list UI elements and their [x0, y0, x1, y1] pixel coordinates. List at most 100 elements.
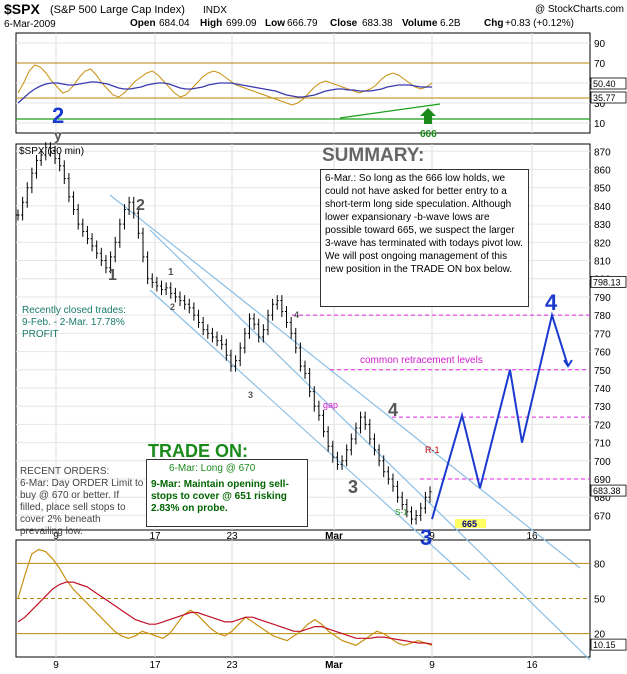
top-last-value-box — [590, 91, 627, 104]
wave-label: 3 — [248, 390, 253, 400]
top-wave-label: 2 — [52, 103, 64, 128]
wave-label: 1 — [108, 267, 117, 284]
price-y-tick-label: 680 — [594, 493, 611, 504]
price-y-tick-label: 850 — [594, 184, 611, 195]
bottom-y-tick-label: 80 — [594, 559, 606, 570]
price-y-tick-label: 730 — [594, 402, 611, 413]
top-last-value-box — [590, 77, 627, 90]
wave-label: 2 — [136, 197, 145, 214]
low-value: 666.79 — [287, 18, 318, 29]
wave-label: 1 — [168, 267, 174, 278]
common-retracement-label: common retracement levels — [360, 355, 483, 366]
price-last-value-box — [590, 484, 627, 497]
open-value: 684.04 — [159, 18, 190, 29]
high-value: 699.09 — [226, 18, 257, 29]
chart-exchange: INDX — [203, 5, 227, 16]
open-label: Open — [130, 18, 156, 29]
axis-layer: 9917172323MarMar991616870860850840830820… — [53, 39, 627, 671]
price-x-tick-label: 17 — [149, 531, 161, 542]
chg-label: Chg — [484, 18, 503, 29]
price-y-tick-label: 820 — [594, 238, 611, 249]
up-arrow-icon — [420, 108, 436, 124]
price-x-tick-label: 9 — [429, 531, 435, 542]
channel-upper-line — [109, 194, 581, 569]
wave-projection-line — [431, 311, 569, 520]
high-label: High — [200, 18, 222, 29]
bottom-x-tick-label: 9 — [53, 660, 59, 671]
wave-label: 4 — [294, 310, 299, 320]
low-label: Low — [265, 18, 285, 29]
s1-label: S-1 — [395, 508, 408, 517]
closed-trades-title: Recently closed trades: — [22, 305, 126, 316]
top-oscillator-series — [17, 81, 432, 104]
close-value: 683.38 — [362, 18, 393, 29]
top-last-value-label: 50.40 — [593, 79, 616, 89]
summary-box: 6-Mar.: So long as the 666 low holds, we… — [320, 169, 529, 307]
price-y-tick-label: 780 — [594, 311, 611, 322]
volume-value: 6.2B — [440, 18, 461, 29]
price-x-tick-label: 9 — [53, 531, 59, 542]
wave-label: 3 — [348, 477, 358, 497]
closed-trades: Recently closed trades: 9-Feb. - 2-Mar. … — [22, 305, 162, 341]
level-666-label: 666 — [420, 129, 437, 140]
level-665-label: 665 — [462, 519, 477, 529]
price-y-tick-label: 810 — [594, 257, 611, 268]
stockcharts-watermark: @ StockCharts.com — [535, 4, 624, 15]
recent-orders-text: 6-Mar: Day ORDER Limit to buy @ 670 or b… — [20, 478, 144, 537]
price-y-tick-label: 790 — [594, 293, 611, 304]
volume-label: Volume — [402, 18, 438, 29]
trade-on-line1: 6-Mar: Long @ 670 — [169, 463, 256, 474]
gap-label: gap — [323, 400, 338, 410]
price-y-tick-label: 870 — [594, 147, 611, 158]
chart-date: 6-Mar-2009 — [4, 19, 56, 30]
bottom-x-tick-label: 23 — [226, 660, 238, 671]
top-y-tick-label: 90 — [594, 39, 606, 50]
bottom-x-tick-label: 16 — [526, 660, 538, 671]
price-marker-value-label: 798.13 — [593, 277, 621, 287]
recent-orders: RECENT ORDERS: 6-Mar: Day ORDER Limit to… — [20, 466, 145, 538]
price-x-tick-label: 23 — [226, 531, 238, 542]
top-divergence-line — [339, 103, 441, 119]
price-y-tick-label: 720 — [594, 420, 611, 431]
price-y-tick-label: 750 — [594, 366, 611, 377]
top-oscillator-layer: 2y — [16, 62, 590, 143]
price-panel-title: $SPX (30 min) — [19, 146, 84, 157]
price-x-tick-label: Mar — [325, 531, 343, 542]
bottom-oscillator-series — [17, 548, 433, 646]
price-y-tick-label: 690 — [594, 475, 611, 486]
bottom-y-tick-label: 50 — [594, 595, 606, 606]
price-y-tick-label: 670 — [594, 511, 611, 522]
wave-label: 3 — [420, 525, 432, 550]
price-y-tick-label: 710 — [594, 439, 611, 450]
top-wave-label: y — [54, 127, 62, 143]
trade-on-box: 6-Mar: Long @ 670 9-Mar: Maintain openin… — [146, 459, 308, 527]
recent-orders-title: RECENT ORDERS: — [20, 466, 110, 477]
price-marker-value-box — [590, 275, 627, 288]
wave-label: 2 — [170, 302, 175, 312]
channel-lower-line — [149, 289, 471, 581]
channel-middle-line — [149, 229, 591, 661]
trade-on-title: TRADE ON: — [148, 441, 248, 461]
top-y-tick-label: 70 — [594, 59, 606, 70]
r1-label: R-1 — [425, 445, 440, 455]
ohlc-summary: Open 684.04 High 699.09 Low 666.79 Close… — [130, 18, 574, 29]
wave-label: 4 — [388, 400, 398, 420]
bottom-oscillator-layer — [16, 548, 590, 646]
wave-label: 4 — [545, 290, 558, 315]
bottom-x-tick-label: Mar — [325, 660, 343, 671]
price-y-tick-label: 770 — [594, 329, 611, 340]
chg-value: +0.83 (+0.12%) — [505, 18, 574, 29]
top-y-tick-label: 30 — [594, 99, 606, 110]
price-last-value-label: 683.38 — [593, 486, 621, 496]
top-y-tick-label: 10 — [594, 119, 606, 130]
bottom-x-tick-label: 9 — [429, 660, 435, 671]
chart-index-name: (S&P 500 Large Cap Index) — [50, 4, 185, 16]
price-y-tick-label: 740 — [594, 384, 611, 395]
top-last-value-label: 35.77 — [593, 93, 616, 103]
closed-trades-line: 9-Feb. - 2-Mar. 17.78% PROFIT — [22, 317, 125, 340]
price-y-tick-label: 830 — [594, 220, 611, 231]
projection-arrowhead — [563, 359, 573, 368]
top-oscillator-series — [17, 64, 433, 106]
price-y-tick-label: 860 — [594, 165, 611, 176]
